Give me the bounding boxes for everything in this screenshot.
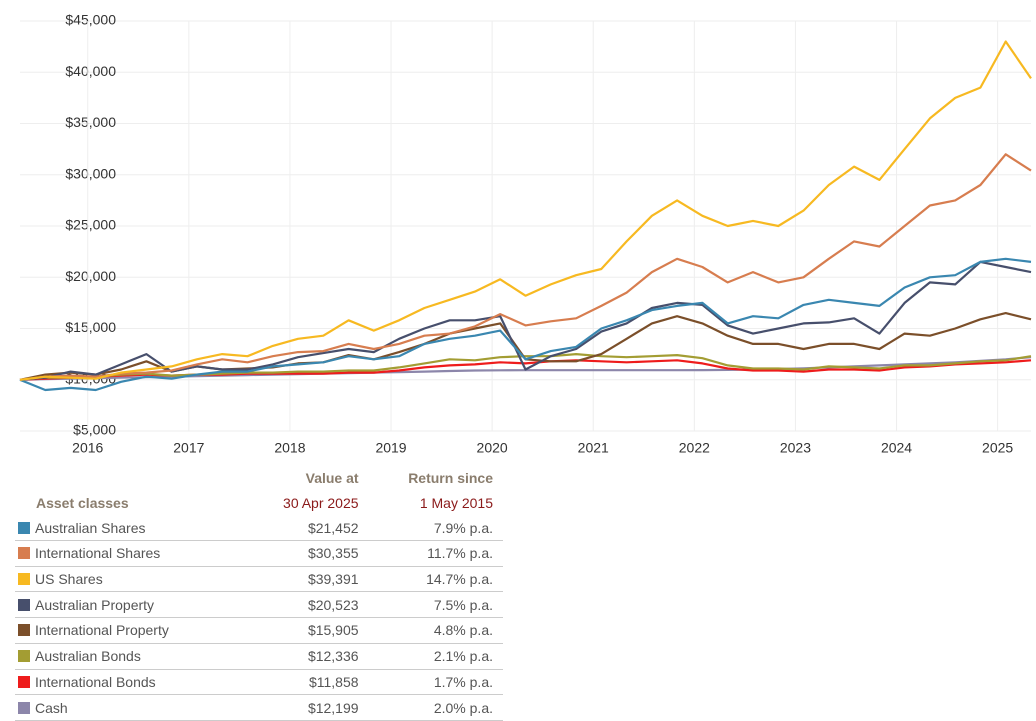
asset-name: US Shares	[35, 571, 103, 588]
blank	[15, 466, 247, 491]
value-header: Value at	[305, 470, 359, 487]
y-tick-label: $35,000	[65, 114, 116, 130]
asset-cell: US Shares	[15, 566, 248, 593]
return-cell: 4.8% p.a.	[368, 617, 503, 644]
color-swatch	[18, 701, 30, 714]
x-tick-label: 2025	[982, 440, 1013, 456]
asset-cell: Australian Property	[15, 591, 248, 619]
x-tick-label: 2016	[72, 440, 103, 456]
value-cell: $21,452	[247, 515, 369, 542]
y-tick-label: $40,000	[65, 63, 116, 79]
return-date: 1 May 2015	[419, 495, 493, 512]
value-cell: $39,391	[247, 566, 369, 593]
value-cell: $12,199	[247, 694, 369, 721]
table-row: Cash $12,199 2.0% p.a.	[15, 694, 503, 721]
asset-name: Cash	[35, 699, 68, 716]
color-swatch	[18, 598, 30, 611]
return-cell: 11.7% p.a.	[368, 540, 503, 567]
return-cell: 14.7% p.a.	[368, 566, 503, 593]
series-line	[19, 257, 1032, 392]
color-swatch	[18, 624, 30, 637]
return-cell: 7.9% p.a.	[368, 515, 503, 542]
value-cell: $20,523	[247, 591, 369, 619]
x-tick-label: 2018	[274, 440, 305, 456]
asset-name: Australian Bonds	[35, 648, 141, 665]
series-line	[19, 40, 1032, 381]
y-tick-label: $20,000	[65, 268, 116, 284]
x-tick-label: 2020	[477, 440, 508, 456]
x-tick-label: 2023	[780, 440, 811, 456]
asset-name: International Bonds	[35, 673, 156, 690]
table-row: US Shares $39,391 14.7% p.a.	[15, 566, 503, 593]
x-tick-label: 2022	[679, 440, 710, 456]
color-swatch	[18, 573, 30, 586]
y-tick-label: $30,000	[65, 165, 116, 181]
x-tick-label: 2021	[578, 440, 609, 456]
color-swatch	[18, 547, 30, 560]
asset-name: International Shares	[35, 545, 161, 562]
summary-table: Value at Return since Asset classes 30 A…	[15, 466, 503, 721]
color-swatch	[18, 650, 30, 663]
return-cell: 2.0% p.a.	[368, 694, 503, 721]
return-cell: 7.5% p.a.	[368, 591, 503, 619]
asset-header: Asset classes	[36, 495, 129, 512]
asset-name: Australian Property	[35, 596, 155, 613]
table-row: International Property $15,905 4.8% p.a.	[15, 617, 503, 644]
table-row: Australian Bonds $12,336 2.1% p.a.	[15, 643, 503, 670]
x-tick-label: 2017	[173, 440, 204, 456]
asset-name: International Property	[35, 622, 169, 639]
x-tick-label: 2024	[881, 440, 912, 456]
table-row: Australian Property $20,523 7.5% p.a.	[15, 591, 503, 619]
asset-cell: International Shares	[15, 540, 248, 567]
series-line	[19, 153, 1032, 381]
asset-cell: International Property	[15, 617, 248, 644]
value-cell: $30,355	[247, 540, 369, 567]
asset-cell: Australian Shares	[15, 515, 248, 542]
value-cell: $11,858	[247, 669, 369, 696]
asset-cell: Cash	[15, 694, 248, 721]
y-tick-label: $45,000	[65, 12, 116, 28]
table-row: International Bonds $11,858 1.7% p.a.	[15, 669, 503, 696]
asset-cell: Australian Bonds	[15, 643, 248, 670]
asset-cell: International Bonds	[15, 669, 248, 696]
chart: $5,000$10,000$15,000$20,000$25,000$30,00…	[19, 12, 1032, 456]
y-tick-label: $25,000	[65, 217, 116, 233]
value-cell: $15,905	[247, 617, 369, 644]
color-swatch	[18, 675, 30, 688]
header-row: Asset classes 30 Apr 2025 1 May 2015	[15, 491, 503, 516]
color-swatch	[18, 521, 30, 534]
y-tick-label: $5,000	[73, 422, 116, 438]
header-row: Value at Return since	[15, 466, 503, 491]
value-date: 30 Apr 2025	[283, 495, 359, 512]
table-row: International Shares $30,355 11.7% p.a.	[15, 540, 503, 567]
x-tick-label: 2019	[375, 440, 406, 456]
return-cell: 2.1% p.a.	[368, 643, 503, 670]
table-row: Australian Shares $21,452 7.9% p.a.	[15, 515, 503, 542]
return-header: Return since	[408, 470, 493, 487]
asset-name: Australian Shares	[35, 519, 146, 536]
series-line	[19, 260, 1032, 381]
return-cell: 1.7% p.a.	[368, 669, 503, 696]
value-cell: $12,336	[247, 643, 369, 670]
y-tick-label: $15,000	[65, 319, 116, 335]
